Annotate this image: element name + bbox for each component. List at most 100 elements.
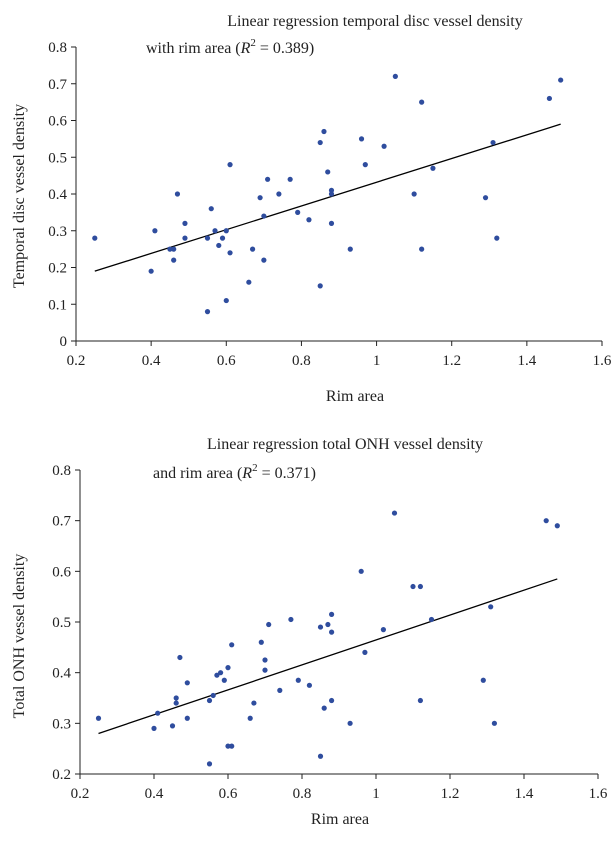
data-point	[430, 165, 436, 171]
y-tick-label: 0.7	[52, 514, 71, 530]
y-tick-label: 0.3	[48, 224, 67, 240]
data-point	[210, 692, 216, 699]
data-point	[558, 77, 564, 83]
x-tick-label: 0.4	[145, 786, 164, 802]
data-point	[171, 246, 177, 252]
data-point	[169, 723, 176, 729]
plot-area: 0.2 0.3 0.4 0.5 0.6 0.7 0.8 0.2 0.4 0.6 0.8 1 1.2 1.4…	[52, 463, 608, 802]
data-point	[225, 665, 231, 671]
data-point	[329, 611, 335, 617]
data-point	[258, 639, 264, 645]
data-point	[490, 139, 496, 146]
data-point	[317, 139, 323, 146]
trend-line	[98, 578, 558, 735]
data-point	[317, 283, 323, 289]
x-tick-label: 1	[373, 353, 381, 369]
data-point	[152, 228, 158, 234]
data-point	[321, 705, 327, 711]
data-point	[380, 627, 386, 633]
chart-total-onh-svg: Linear regression total ONH vessel densi…	[11, 436, 608, 828]
data-point	[247, 715, 253, 721]
data-point	[182, 235, 188, 241]
y-tick-label: 0.3	[52, 716, 71, 732]
data-point	[419, 99, 425, 105]
y-tick-label: 0.5	[52, 615, 71, 631]
data-point	[257, 195, 263, 201]
x-tick-label: 1.6	[589, 786, 608, 802]
data-point	[295, 677, 301, 683]
chart-temporal-disc-svg: Linear regression temporal disc vessel d…	[11, 13, 612, 405]
y-tick-label: 0.1	[48, 297, 67, 313]
data-point	[223, 228, 229, 234]
data-point	[95, 715, 102, 721]
data-point	[182, 220, 188, 226]
data-point	[317, 753, 324, 759]
y-tick-label: 0.2	[48, 261, 67, 277]
data-point	[261, 213, 267, 219]
data-point	[546, 95, 553, 102]
data-point	[317, 624, 324, 630]
data-point	[494, 235, 500, 241]
data-point	[362, 649, 368, 655]
data-point	[328, 187, 335, 193]
y-tick-label: 0	[60, 334, 68, 350]
data-point	[177, 654, 183, 661]
data-point	[411, 191, 417, 197]
data-point	[219, 235, 226, 241]
y-tick-label: 0.7	[48, 77, 67, 93]
data-point	[491, 720, 497, 726]
data-point	[204, 309, 211, 315]
x-tick-label: 0.4	[142, 353, 161, 369]
data-point	[261, 257, 267, 263]
data-point	[410, 583, 416, 590]
x-tick-label: 0.2	[71, 786, 90, 802]
data-point	[328, 220, 335, 226]
chart-title-line1: Linear regression temporal disc vessel d…	[227, 13, 522, 30]
data-point	[417, 583, 423, 590]
data-point	[482, 195, 489, 201]
x-tick-label: 0.2	[67, 353, 86, 369]
data-point	[212, 228, 218, 234]
data-point	[223, 297, 229, 304]
data-point	[358, 568, 364, 574]
data-point	[488, 604, 494, 610]
y-axis-label: Total ONH vessel density	[11, 554, 28, 719]
data-point	[249, 246, 256, 252]
data-point	[216, 242, 222, 249]
data-point	[225, 743, 231, 749]
y-tick-label: 0.5	[48, 150, 67, 166]
chart-temporal-disc: Linear regression temporal disc vessel d…	[0, 0, 616, 420]
data-point	[174, 191, 181, 197]
data-point	[262, 667, 268, 673]
data-point	[329, 697, 335, 704]
x-tick-label: 0.8	[292, 353, 311, 369]
data-point	[391, 510, 398, 516]
data-point	[295, 209, 301, 215]
data-point	[417, 697, 423, 704]
data-point	[328, 191, 335, 197]
data-point	[347, 246, 353, 252]
data-point	[419, 246, 425, 252]
data-point	[428, 616, 435, 623]
x-tick-label: 1.2	[442, 353, 461, 369]
data-point	[265, 176, 271, 182]
data-point	[151, 725, 157, 731]
data-point	[554, 523, 560, 529]
chart-title-line2: and rim area (R2 = 0.371)	[153, 462, 316, 482]
data-point	[381, 143, 387, 149]
y-tick-label: 0.8	[52, 463, 71, 479]
y-tick-label: 0.4	[48, 187, 67, 203]
data-point	[173, 700, 179, 706]
chart-total-onh: Linear regression total ONH vessel densi…	[0, 420, 616, 841]
data-point	[167, 246, 173, 252]
data-point	[227, 162, 233, 168]
y-axis-label: Temporal disc vessel density	[11, 104, 28, 288]
data-point	[277, 687, 283, 693]
y-tick-label: 0.6	[48, 114, 67, 130]
x-tick-label: 0.8	[293, 786, 312, 802]
y-tick-label: 0.6	[52, 564, 71, 580]
x-tick-label: 0.6	[219, 786, 238, 802]
data-point	[206, 697, 213, 704]
data-point	[347, 720, 353, 726]
chart-title-line2: with rim area (R2 = 0.389)	[146, 37, 314, 57]
